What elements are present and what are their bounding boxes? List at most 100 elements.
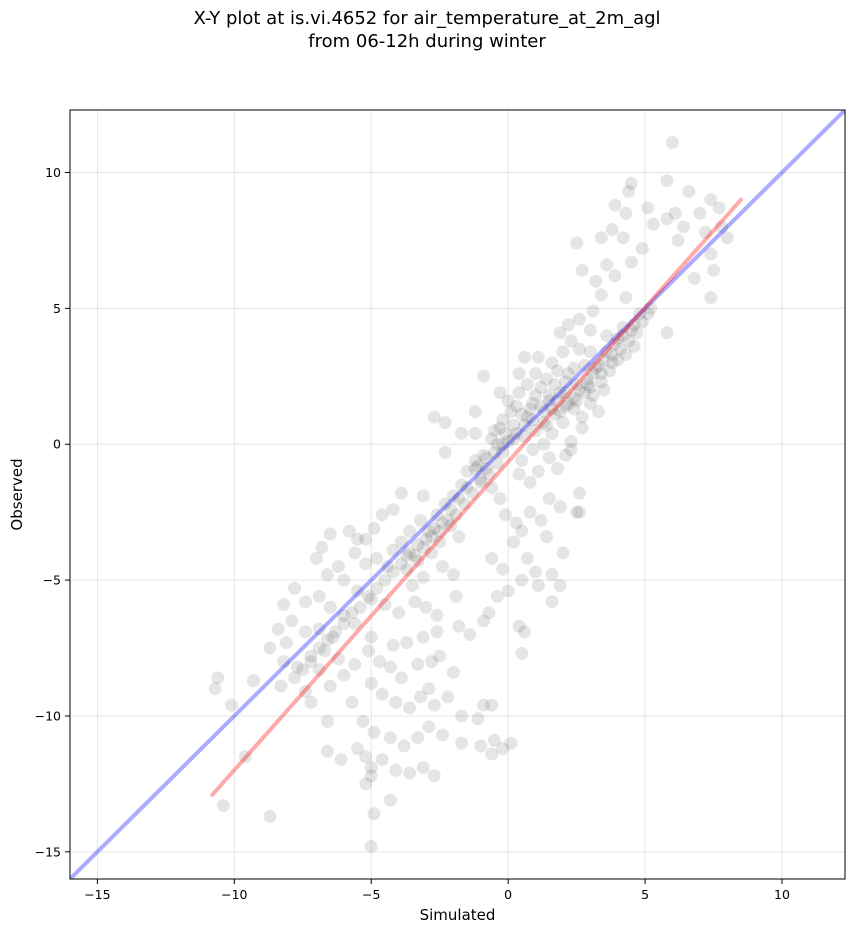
x-tick-label: 0 xyxy=(504,887,512,902)
scatter-point xyxy=(452,530,466,544)
scatter-point xyxy=(279,636,293,650)
scatter-point xyxy=(427,410,441,424)
scatter-point xyxy=(446,489,460,503)
scatter-point xyxy=(433,535,447,549)
scatter-point xyxy=(318,644,332,658)
scatter-point xyxy=(616,320,630,334)
scatter-point xyxy=(561,318,575,332)
scatter-point xyxy=(583,380,597,394)
scatter-point xyxy=(600,345,614,359)
scatter-point xyxy=(403,524,417,538)
scatter-point xyxy=(424,546,438,560)
scatter-point xyxy=(616,329,630,343)
scatter-point xyxy=(274,679,288,693)
scatter-point xyxy=(529,565,543,579)
scatter-point xyxy=(416,630,430,644)
scatter-point xyxy=(482,606,496,620)
scatter-point xyxy=(559,399,573,413)
scatter-point xyxy=(605,356,619,370)
scatter-point xyxy=(512,386,526,400)
scatter-point xyxy=(408,595,422,609)
scatter-point xyxy=(405,579,419,593)
scatter-point xyxy=(277,598,291,612)
scatter-point xyxy=(378,573,392,587)
scatter-point xyxy=(449,589,463,603)
scatter-point xyxy=(323,527,337,541)
scatter-point xyxy=(622,185,636,199)
scatter-point xyxy=(375,752,389,766)
scatter-point xyxy=(550,394,564,408)
scatter-point xyxy=(605,348,619,362)
scatter-point xyxy=(537,437,551,451)
scatter-point xyxy=(383,731,397,745)
scatter-point xyxy=(553,579,567,593)
scatter-point xyxy=(430,508,444,522)
scatter-point xyxy=(487,424,501,438)
scatter-point xyxy=(364,769,378,783)
scatter-point xyxy=(523,475,537,489)
scatter-point xyxy=(348,657,362,671)
scatter-point xyxy=(312,589,326,603)
y-tick-label: 0 xyxy=(53,437,61,452)
scatter-point xyxy=(608,337,622,351)
scatter-point xyxy=(485,481,499,495)
scatter-point xyxy=(411,538,425,552)
scatter-point xyxy=(304,649,318,663)
scatter-point xyxy=(496,413,510,427)
scatter-point xyxy=(479,451,493,465)
scatter-point xyxy=(619,290,633,304)
scatter-point xyxy=(490,589,504,603)
scatter-point xyxy=(435,728,449,742)
scatter-point xyxy=(520,410,534,424)
scatter-point xyxy=(548,377,562,391)
scatter-point xyxy=(627,339,641,353)
scatter-point xyxy=(345,695,359,709)
scatter-point xyxy=(624,255,638,269)
scatter-point xyxy=(479,462,493,476)
scatter-point xyxy=(337,668,351,682)
scatter-point xyxy=(416,761,430,775)
scatter-point xyxy=(435,560,449,574)
scatter-point xyxy=(624,176,638,190)
scatter-point xyxy=(372,655,386,669)
scatter-point xyxy=(526,413,540,427)
x-tick-label: 5 xyxy=(641,887,649,902)
scatter-point xyxy=(509,516,523,530)
scatter-point xyxy=(704,290,718,304)
scatter-point xyxy=(389,763,403,777)
scatter-point xyxy=(348,617,362,631)
scatter-point xyxy=(285,614,299,628)
scatter-point xyxy=(586,388,600,402)
scatter-point xyxy=(471,459,485,473)
scatter-point xyxy=(545,595,559,609)
grid xyxy=(70,110,845,879)
scatter-point xyxy=(378,598,392,612)
scatter-point xyxy=(299,625,313,639)
scatter-point xyxy=(589,361,603,375)
scatter-point xyxy=(507,418,521,432)
scatter-point xyxy=(351,532,365,546)
scatter-point xyxy=(438,415,452,429)
axis-ticks: −15 −10 −5 0 5 10 −15 −10 −5 0 5 10 xyxy=(35,165,790,902)
scatter-point xyxy=(263,641,277,655)
scatter-point xyxy=(400,549,414,563)
scatter-point xyxy=(364,676,378,690)
scatter-point xyxy=(304,655,318,669)
scatter-point xyxy=(515,524,529,538)
scatter-point xyxy=(216,799,230,813)
scatter-point xyxy=(364,761,378,775)
scatter-point xyxy=(676,220,690,234)
scatter-point xyxy=(559,375,573,389)
scatter-point xyxy=(498,426,512,440)
scatter-point xyxy=(225,698,239,712)
scatter-point xyxy=(624,323,638,337)
scatter-point xyxy=(575,421,589,435)
scatter-point xyxy=(474,473,488,487)
scatter-point xyxy=(556,415,570,429)
scatter-point xyxy=(430,625,444,639)
y-tick-label: −5 xyxy=(43,573,61,588)
scatter-point xyxy=(337,608,351,622)
scatter-point xyxy=(394,557,408,571)
scatter-point xyxy=(537,415,551,429)
scatter-point xyxy=(529,424,543,438)
